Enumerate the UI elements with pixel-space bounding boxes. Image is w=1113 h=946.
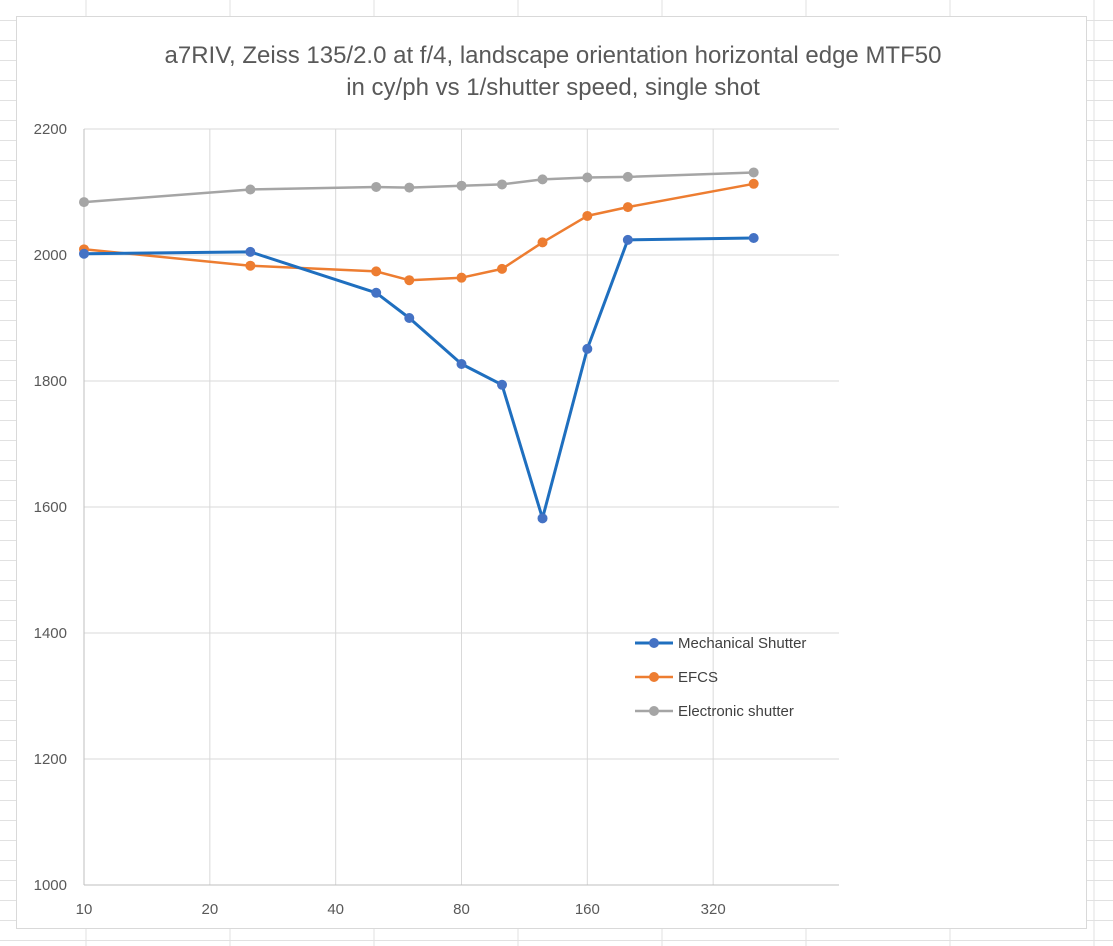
chart-title-line-2: in cy/ph vs 1/shutter speed, single shot (346, 74, 760, 101)
y-tick-label: 2200 (34, 121, 67, 138)
data-point-mechanical[interactable] (245, 246, 256, 257)
data-point-efcs[interactable] (497, 263, 508, 274)
data-point-mechanical[interactable] (79, 248, 89, 259)
chart-area[interactable]: a7RIV, Zeiss 135/2.0 at f/4, landscape o… (16, 16, 1087, 929)
data-point-efcs[interactable] (582, 210, 593, 221)
line-chart: a7RIV, Zeiss 135/2.0 at f/4, landscape o… (34, 42, 942, 918)
data-point-efcs[interactable] (537, 237, 548, 248)
data-point-electronic[interactable] (497, 179, 508, 190)
x-tick-label: 160 (575, 901, 600, 918)
series-line-mechanical (83, 236, 754, 520)
legend-label: EFCS (678, 669, 718, 686)
series-line-electronic (83, 171, 754, 204)
data-point-electronic[interactable] (748, 167, 759, 178)
data-point-efcs[interactable] (622, 202, 633, 213)
gridlines (84, 128, 839, 885)
data-point-electronic[interactable] (245, 184, 256, 195)
legend-label: Mechanical Shutter (678, 635, 806, 652)
series-line-efcs (83, 182, 754, 282)
legend-item-electronic[interactable]: Electronic shutter (635, 703, 794, 720)
data-point-mechanical[interactable] (582, 343, 593, 354)
data-point-electronic[interactable] (622, 171, 633, 182)
y-tick-label: 1600 (34, 499, 67, 516)
legend-label: Electronic shutter (678, 703, 794, 720)
y-tick-label: 1400 (34, 625, 67, 642)
legend-item-efcs[interactable]: EFCS (635, 669, 718, 686)
series-mechanical (79, 232, 759, 524)
data-point-mechanical[interactable] (497, 379, 508, 390)
data-point-mechanical[interactable] (622, 234, 633, 245)
x-tick-label: 80 (453, 901, 470, 918)
data-point-electronic[interactable] (79, 197, 89, 208)
chart-title-line-1: a7RIV, Zeiss 135/2.0 at f/4, landscape o… (165, 42, 942, 69)
series-efcs (79, 178, 759, 286)
data-point-efcs[interactable] (748, 178, 759, 189)
series-electronic (79, 167, 759, 208)
legend-marker (649, 706, 659, 716)
y-tick-label: 2000 (34, 247, 67, 264)
data-point-electronic[interactable] (404, 182, 415, 193)
data-point-electronic[interactable] (537, 174, 548, 185)
x-tick-label: 40 (327, 901, 344, 918)
x-tick-label: 20 (201, 901, 218, 918)
data-point-mechanical[interactable] (537, 513, 548, 524)
x-tick-label: 10 (76, 901, 93, 918)
y-tick-label: 1000 (34, 877, 67, 894)
legend-marker (649, 672, 659, 682)
data-point-electronic[interactable] (456, 180, 467, 191)
data-point-efcs[interactable] (371, 266, 382, 277)
x-tick-label: 320 (701, 901, 726, 918)
data-point-efcs[interactable] (404, 275, 415, 286)
y-tick-label: 1800 (34, 373, 67, 390)
data-point-mechanical[interactable] (748, 232, 759, 243)
data-point-mechanical[interactable] (371, 287, 382, 298)
series (79, 167, 759, 524)
data-point-mechanical[interactable] (456, 358, 467, 369)
data-point-efcs[interactable] (456, 272, 467, 283)
legend: Mechanical Shutter EFCS Electronic shutter (635, 635, 806, 720)
data-point-efcs[interactable] (245, 260, 256, 271)
legend-item-mechanical[interactable]: Mechanical Shutter (635, 635, 806, 652)
data-point-electronic[interactable] (582, 172, 593, 183)
data-point-mechanical[interactable] (404, 313, 415, 323)
legend-marker (649, 638, 659, 648)
axes: 10 20 40 80 160 320 1000 1200 1400 1600 1800 2000 22… (34, 121, 839, 918)
data-point-electronic[interactable] (371, 181, 382, 192)
y-tick-label: 1200 (34, 751, 67, 768)
